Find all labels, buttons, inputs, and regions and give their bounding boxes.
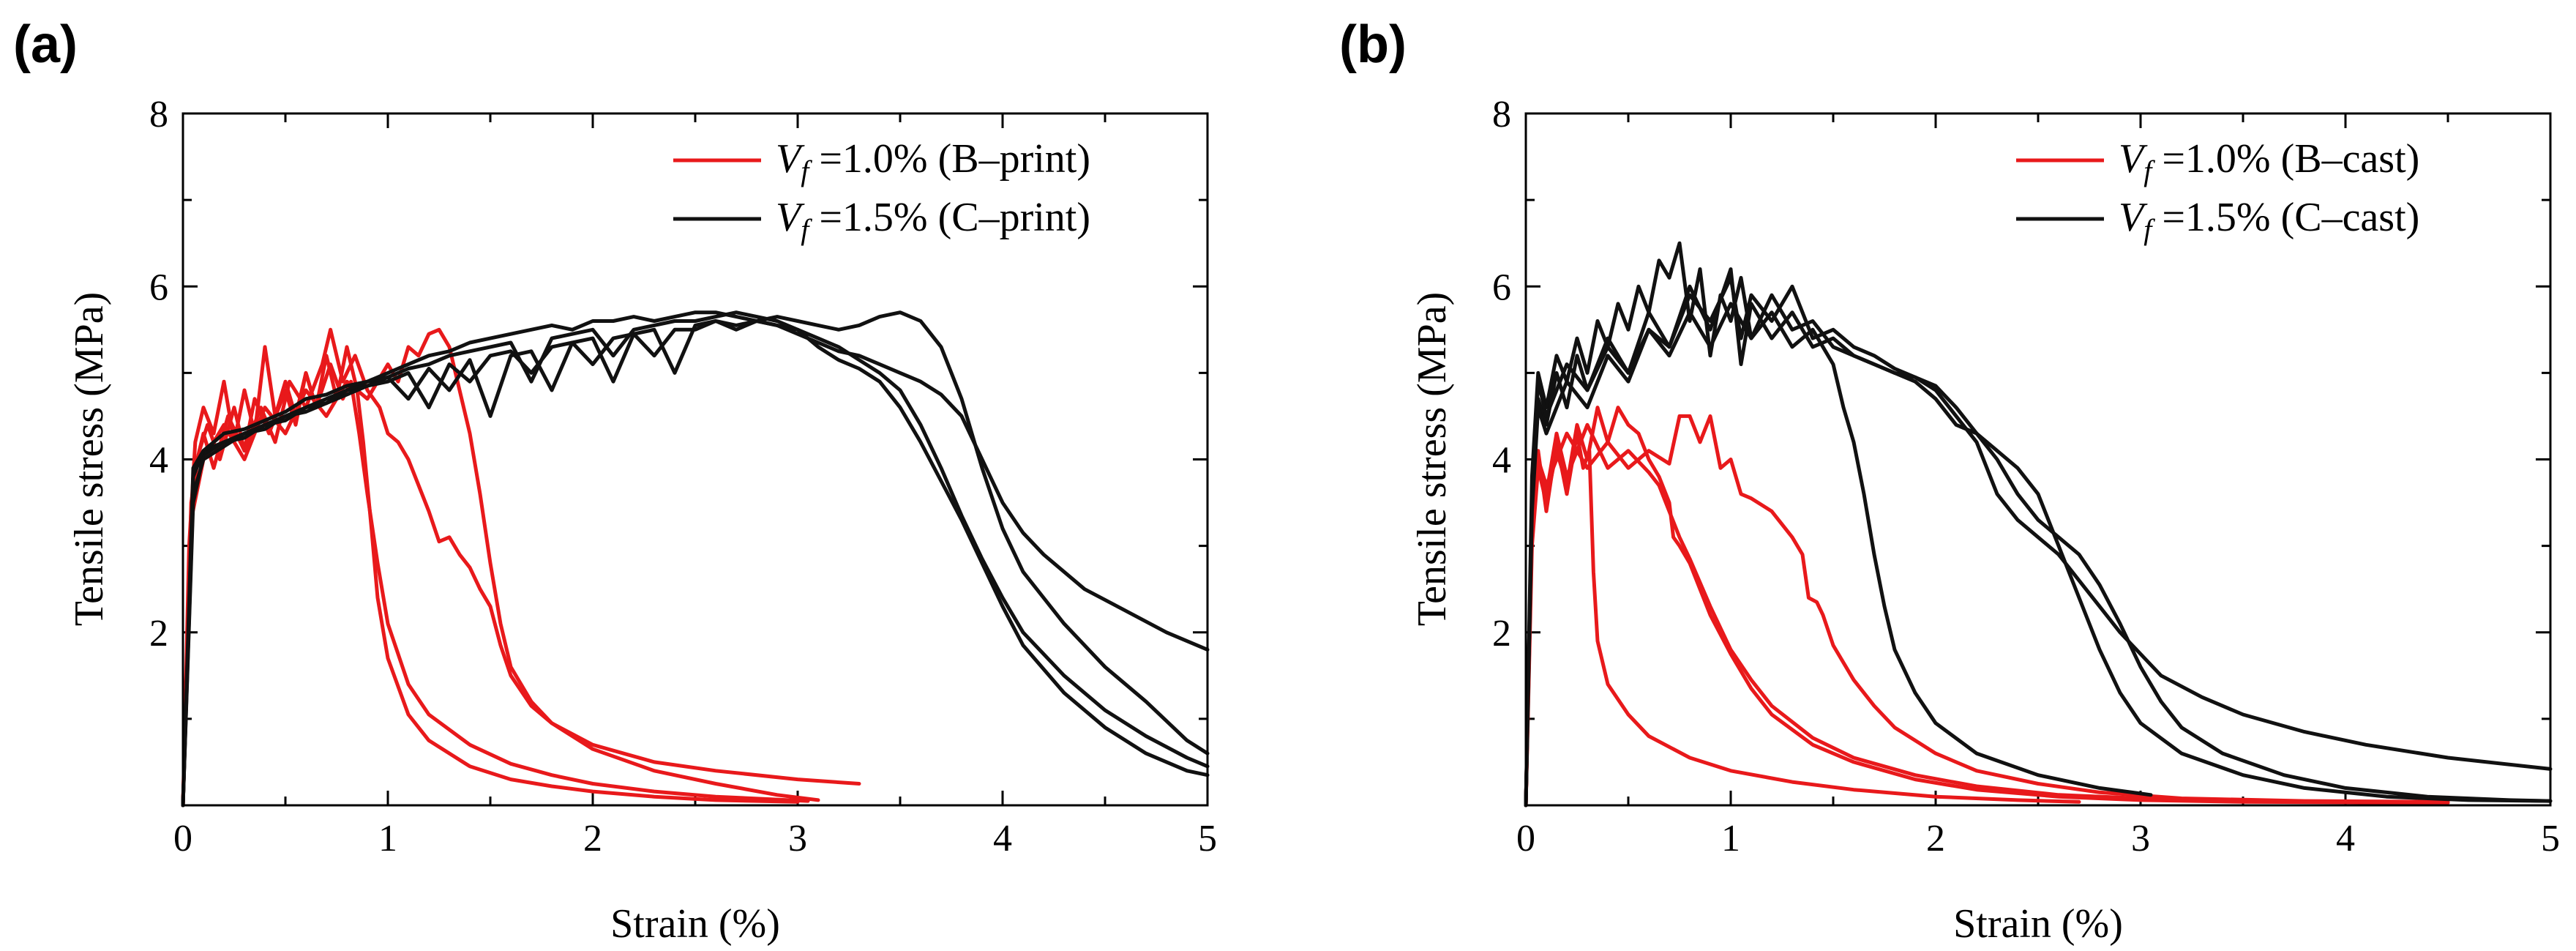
y-axis-title: Tensile stress (MPa) (1409, 292, 1455, 626)
x-tick-label: 2 (583, 818, 602, 859)
panel-label: (b) (1339, 15, 1407, 74)
x-tick-label: 1 (1721, 818, 1740, 859)
legend-entry: Vf =1.0% (B–cast) (2119, 136, 2419, 187)
y-axis-title: Tensile stress (MPa) (67, 292, 112, 626)
curves-group (1524, 241, 2553, 808)
legend-entry: Vf =1.5% (C–print) (776, 195, 1090, 246)
series-line (181, 310, 1210, 808)
series-line (181, 310, 1210, 808)
x-tick-label: 2 (1926, 818, 1945, 859)
x-tick-label: 4 (2336, 818, 2355, 859)
y-tick-label: 8 (1492, 94, 1511, 135)
legend: Vf =1.0% (B–print) Vf =1.5% (C–print) (673, 136, 1090, 246)
plot-frame (181, 112, 1209, 807)
series-line (181, 362, 810, 808)
series-line (181, 345, 800, 808)
legend: Vf =1.0% (B–cast) Vf =1.5% (C–cast) (2016, 136, 2419, 246)
panel-b: (b) 0 1 2 3 4 5 2 4 6 8 Vf =1.0% (B–cast) Vf =1.5%… (1339, 15, 2560, 947)
x-tick-label: 1 (378, 818, 397, 859)
panel-a: (a) 0 1 2 3 4 5 2 4 6 8 Vf =1.0% (B–print) Vf =1.5… (13, 15, 1217, 947)
y-tick-label: 6 (149, 266, 168, 308)
y-tick-label: 4 (149, 440, 168, 482)
series-line (1524, 241, 2153, 808)
x-tick-label: 0 (173, 818, 192, 859)
legend-entry: Vf =1.0% (B–print) (776, 136, 1090, 187)
plot-frame (1524, 112, 2552, 807)
series-line (181, 327, 861, 808)
panel-label: (a) (13, 15, 78, 74)
x-tick-label: 5 (2541, 818, 2560, 859)
y-tick-label: 2 (1492, 613, 1511, 654)
y-tick-label: 6 (1492, 266, 1511, 308)
x-tick-label: 5 (1198, 818, 1217, 859)
series-line (181, 327, 820, 808)
legend-entry: Vf =1.5% (C–cast) (2119, 195, 2419, 246)
curves-group (181, 310, 1210, 808)
y-tick-label: 4 (1492, 440, 1511, 482)
series-line (1524, 414, 2450, 808)
series-line (1524, 422, 2348, 808)
x-axis-title: Strain (%) (610, 901, 780, 947)
series-line (181, 310, 1210, 808)
x-axis-title: Strain (%) (1953, 901, 2123, 947)
series-line (1524, 275, 2553, 808)
series-line (1524, 293, 2553, 808)
x-tick-label: 3 (2131, 818, 2150, 859)
x-tick-label: 3 (788, 818, 807, 859)
y-tick-label: 2 (149, 613, 168, 654)
x-tick-label: 4 (993, 818, 1012, 859)
x-tick-label: 0 (1516, 818, 1535, 859)
y-tick-label: 8 (149, 94, 168, 135)
